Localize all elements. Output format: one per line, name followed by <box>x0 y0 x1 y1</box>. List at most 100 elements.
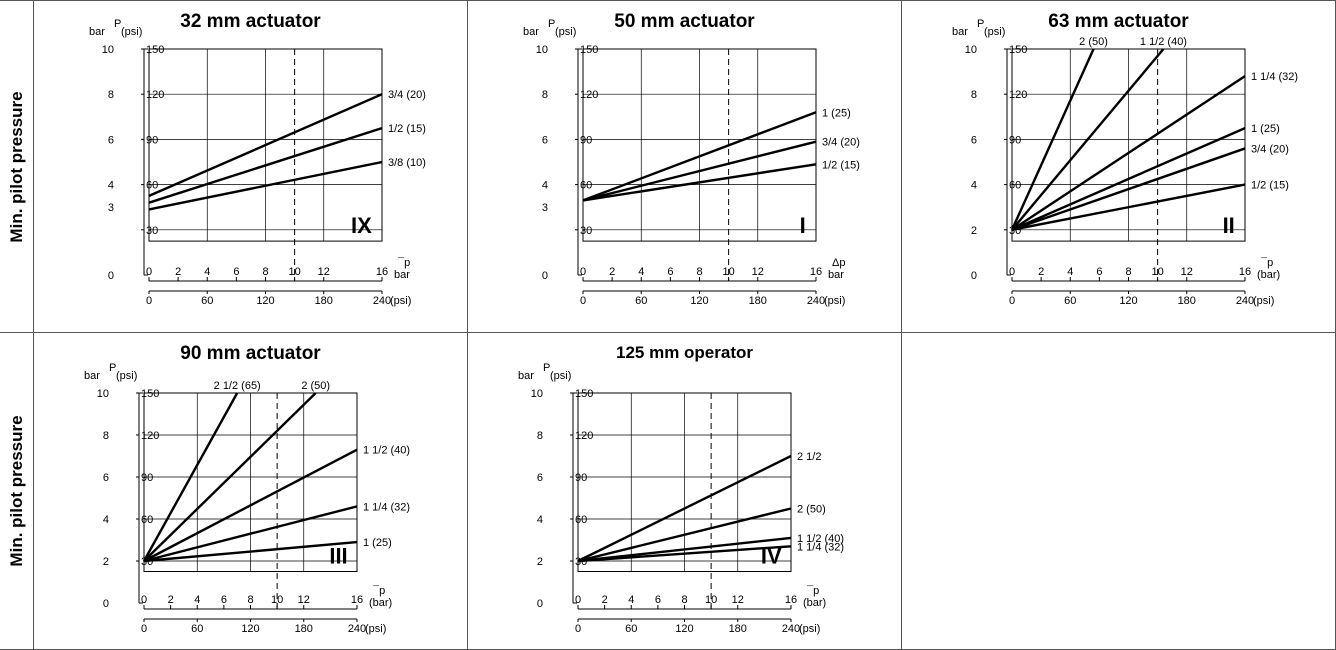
y-bar-tick-label: 2 <box>971 225 977 237</box>
x-bar-tick-label: 12 <box>318 266 330 278</box>
y-bar-tick-label: 6 <box>542 134 548 146</box>
x-bar-tick-label: 12 <box>298 594 310 606</box>
y-psi-tick-label: 60 <box>146 180 158 192</box>
x-bar-tick-label: 4 <box>628 594 634 606</box>
x-bar-unit: (bar) <box>803 597 826 609</box>
x-top-unit: ¯p <box>372 585 385 597</box>
x-bar-tick-label: 2 <box>602 594 608 606</box>
x-bar-tick-label: 0 <box>141 594 147 606</box>
x-bar-tick-label: 12 <box>752 266 764 278</box>
series-line <box>1011 183 1246 231</box>
y-psi-tick-label: 120 <box>146 89 164 101</box>
x-bar-tick-label: 2 <box>1038 266 1044 278</box>
series-line <box>143 505 358 563</box>
series-label: 1 1/4 (32) <box>1251 71 1298 83</box>
x-psi-unit: (psi) <box>1253 295 1274 307</box>
x-psi-tick-label: 60 <box>1064 295 1076 307</box>
x-bar-tick-label: 4 <box>194 594 200 606</box>
x-bar-tick-label: 16 <box>810 266 822 278</box>
x-psi-tick-label: 240 <box>782 623 800 635</box>
series-line <box>148 93 383 197</box>
x-top-unit: ¯p <box>397 257 410 269</box>
x-bar-tick-label: 16 <box>1239 266 1251 278</box>
y-unit-psi: (psi) <box>121 26 142 38</box>
x-bar-unit: (bar) <box>369 597 392 609</box>
x-bar-tick-label: 0 <box>146 266 152 278</box>
y-bar-tick-label: 10 <box>97 388 109 400</box>
x-bar-tick-label: 4 <box>1067 266 1073 278</box>
chart-roman-label: IV <box>761 544 782 569</box>
series-label: 1 1/2 (40) <box>1140 36 1187 48</box>
y-bar-tick-label: 8 <box>537 430 543 442</box>
y-psi-tick-label: 30 <box>146 225 158 237</box>
x-bar-tick-label: 10 <box>1152 266 1164 278</box>
y-unit-p: P <box>548 18 555 30</box>
y-bar-tick-label: 8 <box>971 89 977 101</box>
x-bar-tick-label: 4 <box>204 266 210 278</box>
y-psi-tick-label: 90 <box>141 472 153 484</box>
series-line <box>1010 48 1095 231</box>
x-psi-tick-label: 180 <box>1178 295 1196 307</box>
series-label: 3/8 (10) <box>388 157 426 169</box>
chart-title: 32 mm actuator <box>180 11 321 32</box>
y-bar-tick-label: 0 <box>537 598 543 610</box>
x-bar-tick-label: 6 <box>233 266 239 278</box>
y-psi-tick-label: 150 <box>141 388 159 400</box>
y-bar-tick-label: 0 <box>108 270 114 282</box>
chart-roman-label: I <box>800 213 806 238</box>
y-bar-tick-label: 3 <box>108 202 114 214</box>
series-line <box>577 454 792 563</box>
series-label: 1 (25) <box>1251 123 1280 135</box>
series-line <box>577 507 792 563</box>
y-unit-psi: (psi) <box>550 370 571 382</box>
series-label: 1/2 (15) <box>822 159 860 171</box>
x-bar-tick-label: 2 <box>609 266 615 278</box>
y-bar-tick-label: 4 <box>103 514 109 526</box>
series-line <box>148 160 383 211</box>
y-psi-tick-label: 60 <box>141 514 153 526</box>
row-label-text: Min. pilot pressure <box>6 415 26 567</box>
y-unit-psi: (psi) <box>984 26 1005 38</box>
y-unit-bar: bar <box>952 26 968 38</box>
series-label: 1 (25) <box>822 107 851 119</box>
x-psi-tick-label: 240 <box>1236 295 1254 307</box>
x-bar-tick-label: 0 <box>1009 266 1015 278</box>
x-bar-tick-label: 6 <box>221 594 227 606</box>
series-line <box>582 140 817 202</box>
y-bar-tick-label: 4 <box>537 514 543 526</box>
chart-title: 63 mm actuator <box>1048 11 1189 32</box>
x-psi-unit: (psi) <box>824 295 845 307</box>
y-psi-tick-label: 120 <box>1009 89 1027 101</box>
y-bar-tick-label: 2 <box>103 556 109 568</box>
y-bar-tick-label: 6 <box>103 472 109 484</box>
x-bar-tick-label: 0 <box>580 266 586 278</box>
y-unit-p: P <box>114 18 121 30</box>
series-line <box>143 540 358 563</box>
y-psi-tick-label: 150 <box>1009 44 1027 56</box>
chart-roman-label: II <box>1223 213 1235 238</box>
y-unit-bar: bar <box>523 26 539 38</box>
x-psi-tick-label: 60 <box>625 623 637 635</box>
y-bar-tick-label: 3 <box>542 202 548 214</box>
chart-panel-63mm: 63 mm actuator 10 8 6 4 2 0 150 120 90 60 30 bar P (p… <box>902 0 1336 333</box>
series-label: 1/2 (15) <box>1251 180 1289 192</box>
chart-title: 125 mm operator <box>616 343 753 362</box>
series-line <box>1011 127 1246 231</box>
y-bar-tick-label: 0 <box>971 270 977 282</box>
x-bar-tick-label: 10 <box>723 266 735 278</box>
x-bar-tick-label: 2 <box>168 594 174 606</box>
y-psi-tick-label: 150 <box>575 388 593 400</box>
x-bar-tick-label: 12 <box>732 594 744 606</box>
y-psi-tick-label: 120 <box>141 430 159 442</box>
x-psi-tick-label: 240 <box>348 623 366 635</box>
y-psi-tick-label: 90 <box>146 134 158 146</box>
x-top-unit: Δp <box>832 257 845 269</box>
x-bar-unit: bar <box>828 269 844 281</box>
x-bar-tick-label: 8 <box>1125 266 1131 278</box>
x-psi-tick-label: 0 <box>580 295 586 307</box>
